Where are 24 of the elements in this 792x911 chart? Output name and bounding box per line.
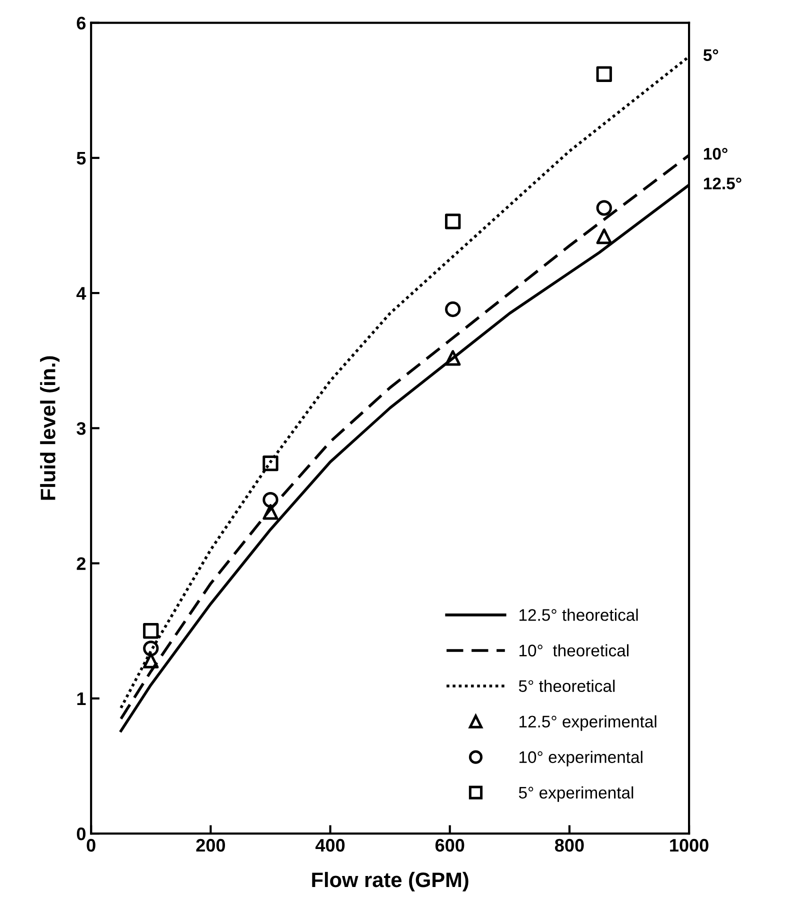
y-tick-label: 1 [77,692,86,705]
legend-label: 12.5° theoretical [520,608,638,621]
x-tick-label: 0 [86,838,96,852]
y-tick-label: 6 [76,16,86,30]
text: 12.5° [704,178,742,190]
legend-label: 5° theoretical [518,680,615,692]
x-tick-label: 600 [435,838,464,852]
y-tick-label: 5 [76,152,86,165]
y-tick-label: 0 [76,828,86,840]
y-axis-title: Fluid level (in.) [40,356,60,500]
legend-label: 10° experimental [520,750,642,766]
y-tick-label: 3 [76,422,86,435]
text: 5° [703,49,718,62]
x-tick-label: 200 [196,838,225,852]
legend-label: 10° theoretical [520,644,628,656]
y-tick-label: 2 [76,557,86,570]
legend-label: 12.5° experimental [520,715,656,731]
legend-label: 5° experimental [518,786,634,802]
x-tick-label: 400 [315,838,345,852]
text: 10° [704,148,728,160]
x-tick-label: 1000 [670,838,708,852]
y-tick-label: 4 [76,287,86,300]
x-tick-label: 800 [554,838,584,852]
x-axis-title: Flow rate (GPM) [312,872,468,892]
